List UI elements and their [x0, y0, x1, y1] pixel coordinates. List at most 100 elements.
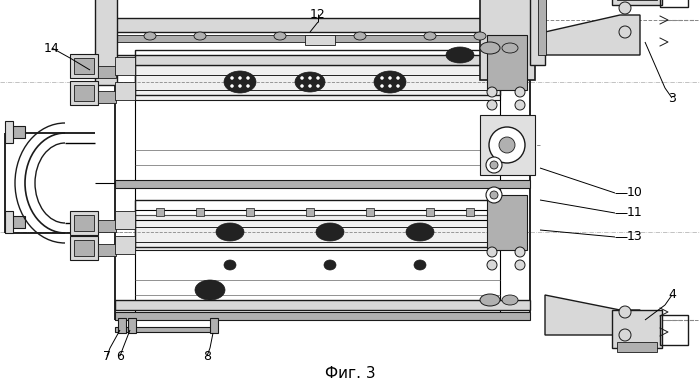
Circle shape [316, 76, 319, 80]
Circle shape [309, 85, 312, 87]
Ellipse shape [195, 280, 225, 300]
Bar [70, 81, 98, 105]
Bar [70, 236, 98, 260]
Circle shape [381, 85, 384, 87]
Circle shape [487, 260, 497, 270]
Circle shape [490, 191, 498, 199]
Circle shape [515, 100, 525, 110]
Bar [617, 342, 657, 352]
Bar [128, 318, 136, 333]
Bar [156, 208, 164, 216]
Circle shape [515, 260, 525, 270]
Ellipse shape [316, 223, 344, 241]
Bar [135, 65, 500, 100]
Bar [306, 208, 314, 216]
Circle shape [396, 76, 400, 80]
Circle shape [619, 329, 631, 341]
Circle shape [309, 76, 312, 80]
Bar [115, 55, 530, 65]
Bar [115, 300, 530, 310]
Bar [612, 310, 662, 348]
Ellipse shape [354, 32, 366, 40]
Ellipse shape [274, 32, 286, 40]
Ellipse shape [295, 72, 325, 92]
Circle shape [486, 157, 502, 173]
Bar [135, 200, 500, 247]
Bar [305, 35, 335, 45]
Bar [74, 215, 94, 231]
Circle shape [487, 247, 497, 257]
Bar [118, 318, 126, 333]
Text: 3: 3 [668, 92, 676, 105]
Polygon shape [545, 15, 640, 55]
Bar [5, 121, 13, 143]
Text: 4: 4 [668, 289, 676, 301]
Ellipse shape [224, 260, 236, 270]
Bar [466, 208, 474, 216]
Circle shape [389, 76, 391, 80]
Bar [115, 57, 135, 75]
Bar [98, 220, 116, 232]
Bar [115, 211, 135, 229]
Circle shape [381, 76, 384, 80]
Circle shape [619, 26, 631, 38]
Ellipse shape [502, 295, 518, 305]
Bar [660, 315, 688, 345]
Bar [538, 0, 546, 55]
Bar [487, 35, 527, 90]
Text: 12: 12 [310, 7, 326, 21]
Polygon shape [545, 295, 640, 335]
Text: 11: 11 [627, 206, 643, 220]
Text: 6: 6 [116, 349, 124, 362]
Circle shape [490, 161, 498, 169]
Circle shape [239, 85, 241, 87]
Bar [115, 18, 530, 32]
Circle shape [486, 187, 502, 203]
Ellipse shape [474, 32, 486, 40]
Bar [10, 126, 25, 138]
Bar [115, 180, 530, 188]
Circle shape [316, 85, 319, 87]
Bar [115, 82, 135, 100]
Ellipse shape [224, 71, 256, 93]
Circle shape [230, 85, 234, 87]
Circle shape [489, 127, 525, 163]
Ellipse shape [446, 47, 474, 63]
Bar [70, 54, 98, 78]
Circle shape [300, 76, 304, 80]
Text: 8: 8 [203, 349, 211, 362]
Text: 14: 14 [44, 41, 60, 55]
Ellipse shape [480, 42, 500, 54]
Circle shape [246, 76, 249, 80]
Circle shape [230, 76, 234, 80]
Circle shape [396, 85, 400, 87]
Bar [115, 312, 530, 320]
Bar [74, 58, 94, 74]
Circle shape [487, 87, 497, 97]
Circle shape [619, 306, 631, 318]
Circle shape [619, 2, 631, 14]
Bar [115, 236, 135, 254]
Bar [487, 195, 527, 250]
Text: 13: 13 [627, 230, 643, 243]
Bar [530, 0, 545, 65]
Bar [135, 215, 500, 250]
Ellipse shape [194, 32, 206, 40]
Bar [5, 211, 13, 233]
Text: Фиг. 3: Фиг. 3 [325, 367, 375, 381]
Bar [426, 208, 434, 216]
Text: 10: 10 [627, 186, 643, 200]
Circle shape [300, 85, 304, 87]
Ellipse shape [374, 71, 406, 93]
Circle shape [246, 85, 249, 87]
Bar [115, 35, 530, 42]
Bar [210, 318, 218, 333]
Circle shape [487, 100, 497, 110]
Bar [660, 0, 688, 7]
Ellipse shape [216, 223, 244, 241]
Bar [95, 0, 117, 85]
Ellipse shape [144, 32, 156, 40]
Bar [98, 244, 116, 256]
Bar [74, 85, 94, 101]
Ellipse shape [502, 43, 518, 53]
